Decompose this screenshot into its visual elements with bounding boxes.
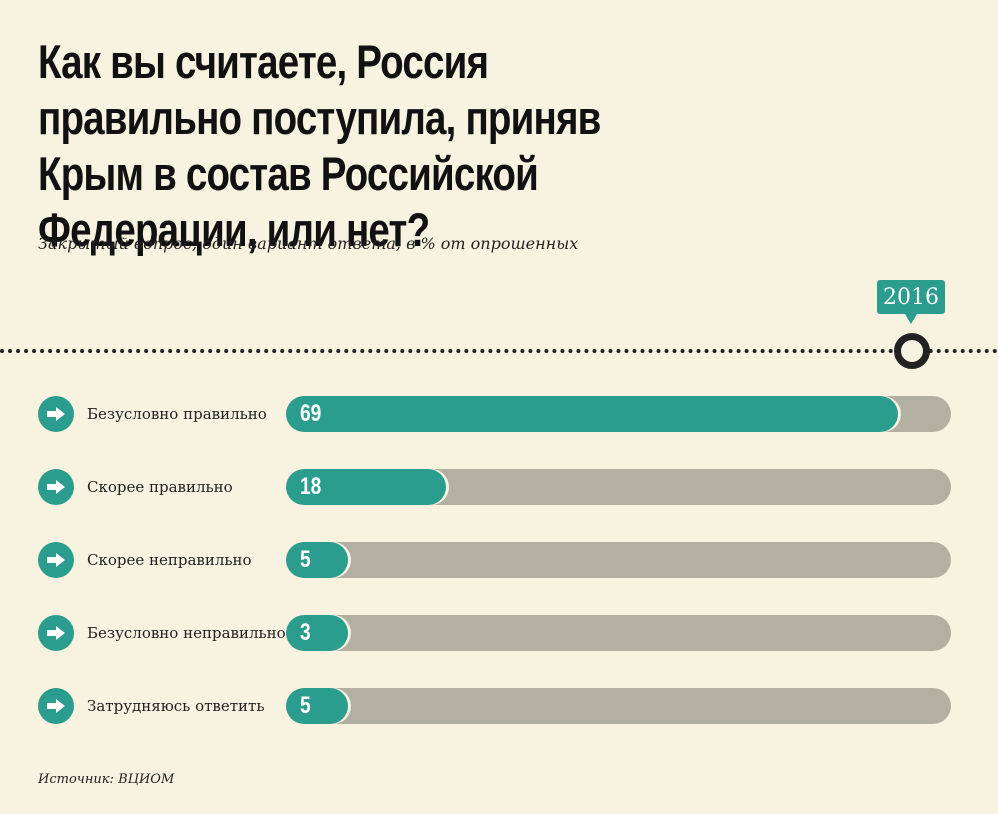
bar-row: Затрудняюсь ответить 5: [0, 688, 998, 724]
bar-category-label: Безусловно правильно: [87, 405, 267, 423]
source-note: Источник: ВЦИОМ: [38, 772, 175, 787]
bar-value-label: 5: [300, 546, 311, 573]
arrow-right-icon: [38, 615, 74, 651]
bar: 18: [286, 469, 446, 505]
bar-track: 69: [286, 396, 951, 432]
bar-track: 18: [286, 469, 951, 505]
bar-track: 5: [286, 688, 951, 724]
timeline-dotted-line: [0, 349, 998, 353]
bar-row: Скорее неправильно 5: [0, 542, 998, 578]
bar-category-label: Безусловно неправильно: [87, 624, 286, 642]
bar: 5: [286, 688, 348, 724]
bar-track: 5: [286, 542, 951, 578]
chart-title: Как вы считаете, Россия правильно поступ…: [38, 35, 601, 256]
bar-row: Скорее правильно 18: [0, 469, 998, 505]
arrow-right-icon: [38, 396, 74, 432]
bar: 5: [286, 542, 348, 578]
bar-value-label: 3: [300, 619, 311, 646]
bar-track: 3: [286, 615, 951, 651]
bar-category-label: Скорее правильно: [87, 478, 233, 496]
bar-value-label: 5: [300, 692, 311, 719]
bar-row: Безусловно правильно 69: [0, 396, 998, 432]
bar-value-label: 69: [300, 400, 322, 427]
bar-category-label: Скорее неправильно: [87, 551, 252, 569]
bar-row: Безусловно неправильно 3: [0, 615, 998, 651]
arrow-right-icon: [38, 542, 74, 578]
arrow-right-icon: [38, 688, 74, 724]
chart-subtitle: Закрытый вопрос, один вариант ответа, в …: [38, 234, 579, 253]
arrow-right-icon: [38, 469, 74, 505]
bar: 69: [286, 396, 898, 432]
year-marker: [894, 333, 930, 369]
bar: 3: [286, 615, 348, 651]
bar-category-label: Затрудняюсь ответить: [87, 697, 265, 715]
bar-value-label: 18: [300, 473, 322, 500]
year-badge: 2016: [877, 280, 945, 324]
